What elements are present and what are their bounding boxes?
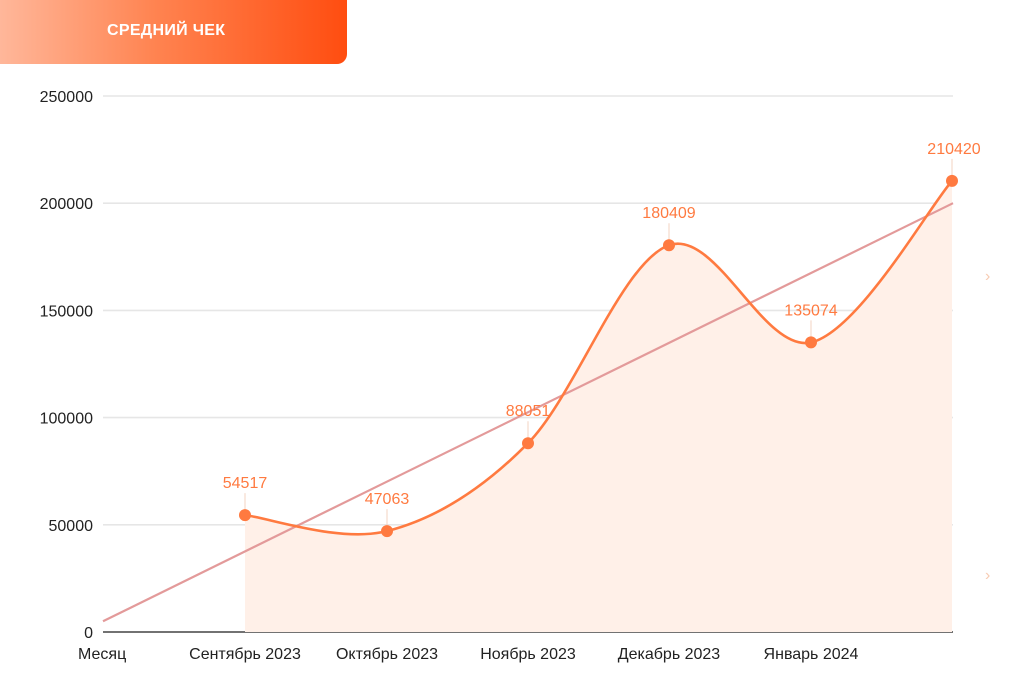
header-tab: СРЕДНИЙ ЧЕК: [0, 0, 347, 64]
y-tick-label: 50000: [49, 518, 94, 535]
data-point[interactable]: [946, 174, 958, 187]
data-points: [239, 158, 958, 538]
data-label: 47063: [365, 491, 410, 508]
chevron-right-icon[interactable]: ›: [985, 268, 991, 285]
area-fill: [245, 180, 952, 632]
data-point[interactable]: [663, 239, 675, 252]
y-axis-ticks: 0 50000 100000 150000 200000 250000: [40, 89, 93, 642]
data-label: 135074: [784, 302, 837, 319]
data-point[interactable]: [239, 509, 251, 522]
chevron-right-icon[interactable]: ›: [985, 567, 991, 584]
data-labels: 54517 47063 88051 180409 135074 210420: [223, 141, 981, 508]
x-tick-label: Октябрь 2023: [336, 646, 438, 663]
trend-line: [102, 202, 954, 623]
y-tick-label: 150000: [40, 303, 93, 320]
data-point[interactable]: [805, 336, 817, 349]
data-point[interactable]: [522, 437, 534, 450]
x-tick-label: Декабрь 2023: [618, 646, 721, 663]
x-tick-label: Ноябрь 2023: [480, 646, 576, 663]
data-label: 54517: [223, 475, 268, 492]
trendline: [102, 202, 954, 623]
data-label: 210420: [927, 141, 980, 158]
data-label: 88051: [506, 403, 551, 420]
data-point[interactable]: [381, 525, 393, 538]
x-axis-ticks: Месяц Сентябрь 2023 Октябрь 2023 Ноябрь 202…: [78, 646, 859, 663]
x-tick-label: Сентябрь 2023: [189, 646, 301, 663]
x-axis-label: Месяц: [78, 646, 126, 663]
y-tick-label: 250000: [40, 89, 93, 106]
y-tick-label: 0: [84, 625, 93, 642]
data-label: 180409: [642, 205, 695, 222]
chart-title: СРЕДНИЙ ЧЕК: [107, 22, 226, 39]
y-tick-label: 100000: [40, 411, 93, 428]
x-tick-label: Январь 2024: [764, 646, 859, 663]
area-fill: [245, 180, 952, 632]
y-tick-label: 200000: [40, 196, 93, 213]
